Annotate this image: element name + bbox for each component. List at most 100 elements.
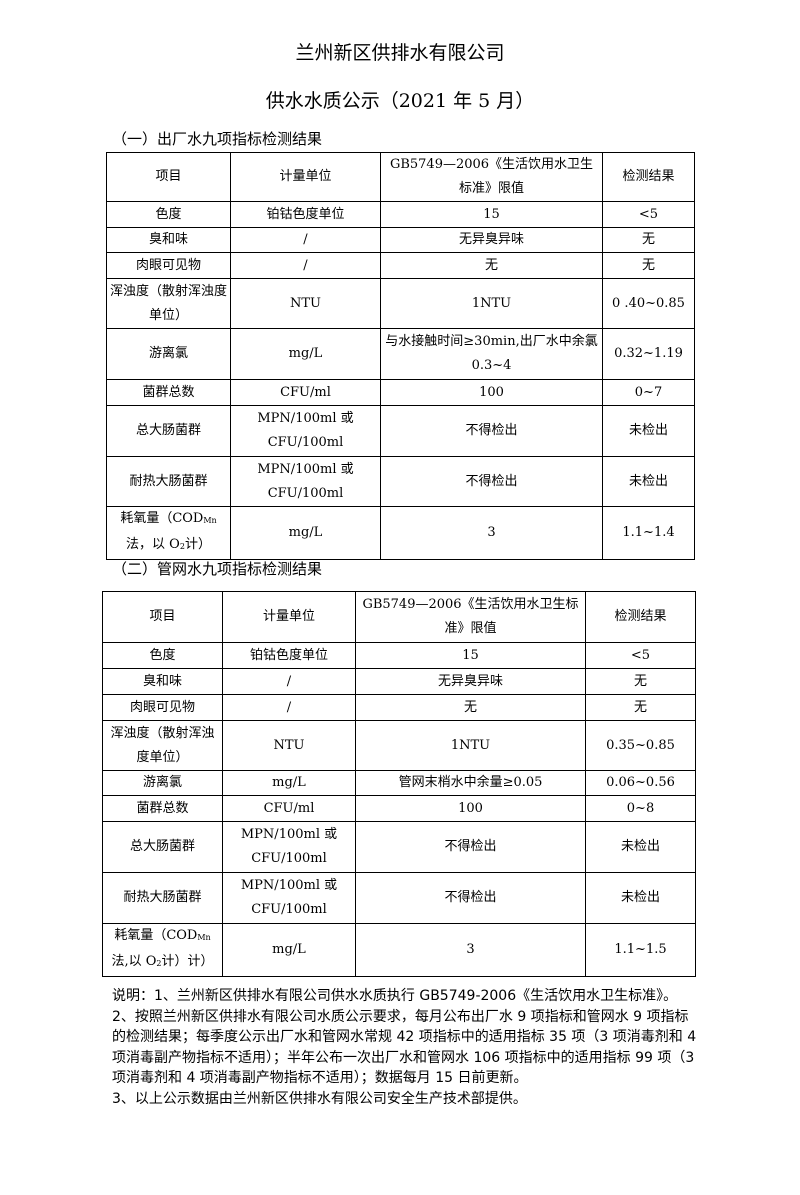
table-cell: 不得检出: [355, 821, 586, 873]
note-2: 2、按照兰州新区供排水有限公司水质公示要求，每月公布出厂水 9 项指标和管网水 …: [112, 1008, 697, 1087]
table-cell: 不得检出: [380, 405, 603, 457]
table-cell: 与水接触时间≥30min,出厂水中余氯 0.3~4: [380, 328, 603, 380]
table-cell: 总大肠菌群: [102, 821, 223, 873]
table-cell: <5: [585, 642, 696, 669]
table-row: 色度 铂钴色度单位 15 <5: [106, 201, 695, 228]
table-cell: 1.1~1.4: [602, 506, 695, 560]
table-row: 耗氧量（CODMn法,以 O2计）计） mg/L 3 1.1~1.5: [102, 923, 696, 977]
table-cell: <5: [602, 201, 695, 228]
column-header: 检测结果: [602, 152, 695, 202]
table-cell: 耐热大肠菌群: [102, 872, 223, 924]
table-cell: 游离氯: [102, 770, 223, 796]
table-cell: 1NTU: [355, 720, 586, 771]
table-cell: 铂钴色度单位: [230, 201, 381, 228]
table-row: 肉眼可见物 / 无无: [102, 694, 696, 721]
column-header: 检测结果: [585, 591, 696, 643]
table-cell: 菌群总数: [102, 795, 223, 822]
table-row: 菌群总数 CFU/ml 100 0~8: [102, 795, 696, 822]
table-cell: 铂钴色度单位: [222, 642, 356, 669]
table-cell: CFU/ml: [230, 379, 381, 406]
table-cell: 耐热大肠菌群: [106, 456, 231, 507]
table-cell: 未检出: [602, 405, 695, 457]
table-cell: MPN/100ml 或 CFU/100ml: [230, 405, 381, 457]
table-cell: NTU: [230, 278, 381, 329]
network-water-table: 项目 计量单位 GB5749—2006《生活饮用水卫生标准》限值 检测结果 色度 铂钴色度…: [102, 591, 696, 977]
table-cell: mg/L: [222, 923, 356, 977]
table-cell: 无: [602, 227, 695, 253]
table-cell: 3: [355, 923, 586, 977]
table-cell: NTU: [222, 720, 356, 771]
table-cell: 管网末梢水中余量≥0.05: [355, 770, 586, 796]
table-cell: 臭和味: [106, 227, 231, 253]
table-cell: MPN/100ml 或 CFU/100ml: [222, 821, 356, 873]
table-cell: 无: [585, 668, 696, 695]
column-header: 计量单位: [222, 591, 356, 643]
table-cell: 0~7: [602, 379, 695, 406]
table-cell: mg/L: [230, 328, 381, 380]
table-cell: mg/L: [230, 506, 381, 560]
table-cell: /: [222, 668, 356, 695]
table-cell: 耗氧量（CODMn法，以 O2计）: [106, 506, 231, 560]
table-row: 游离氯 mg/L 管网末梢水中余量≥0.05 0.06~0.56: [102, 770, 696, 796]
table-cell: 无: [355, 694, 586, 721]
table-cell: 色度: [106, 201, 231, 228]
column-header: GB5749—2006《生活饮用水卫生标准》限值: [380, 152, 603, 202]
document-title: 兰州新区供排水有限公司: [295, 42, 505, 64]
table-cell: 1NTU: [380, 278, 603, 329]
table-cell: 1.1~1.5: [585, 923, 696, 977]
document-subtitle: 供水水质公示（2021 年 5 月）: [265, 90, 535, 112]
table-cell: /: [230, 227, 381, 253]
table-row: 浑浊度（散射浑浊度单位） NTU 1NTU 0.35~0.85: [102, 720, 696, 771]
table-row: 浑浊度（散射浑浊度单位） NTU 1NTU 0 .40~0.85: [106, 278, 695, 329]
table-cell: 肉眼可见物: [106, 252, 231, 279]
table-cell: MPN/100ml 或 CFU/100ml: [222, 872, 356, 924]
table-row: 肉眼可见物 / 无无: [106, 252, 695, 279]
section2-heading: （二）管网水九项指标检测结果: [112, 560, 323, 578]
table-cell: 0~8: [585, 795, 696, 822]
table-cell: 0 .40~0.85: [602, 278, 695, 329]
column-header: GB5749—2006《生活饮用水卫生标准》限值: [355, 591, 586, 643]
table-cell: MPN/100ml 或 CFU/100ml: [230, 456, 381, 507]
table-cell: 总大肠菌群: [106, 405, 231, 457]
table-cell: /: [222, 694, 356, 721]
table-cell: 无异臭异味: [355, 668, 586, 695]
table-cell: 无异臭异味: [380, 227, 603, 253]
table-cell: 15: [380, 201, 603, 228]
table-cell: 不得检出: [380, 456, 603, 507]
table-cell: 0.06~0.56: [585, 770, 696, 796]
notes: 说明：1、兰州新区供排水有限公司供水水质执行 GB5749-2006《生活饮用水…: [112, 986, 702, 1109]
table-cell: 无: [380, 252, 603, 279]
table-row: 总大肠菌群 MPN/100ml 或 CFU/100ml 不得检出 未检出: [106, 405, 695, 457]
table-cell: /: [230, 252, 381, 279]
table-cell: 0.32~1.19: [602, 328, 695, 380]
table-cell: 100: [355, 795, 586, 822]
table-cell: 15: [355, 642, 586, 669]
table-cell: 无: [602, 252, 695, 279]
table-cell: 耗氧量（CODMn法,以 O2计）计）: [102, 923, 223, 977]
table-cell: 臭和味: [102, 668, 223, 695]
note-3: 3、以上公示数据由兰州新区供排水有限公司安全生产技术部提供。: [112, 1090, 527, 1107]
table-row: 臭和味 / 无异臭异味无: [106, 227, 695, 253]
table-cell: 不得检出: [355, 872, 586, 924]
table-cell: 浑浊度（散射浑浊度单位）: [106, 278, 231, 329]
table-cell: 未检出: [602, 456, 695, 507]
table-row: 游离氯 mg/L 与水接触时间≥30min,出厂水中余氯 0.3~4 0.32~1.1…: [106, 328, 695, 380]
table-cell: 浑浊度（散射浑浊度单位）: [102, 720, 223, 771]
table-row: 菌群总数 CFU/ml 100 0~7: [106, 379, 695, 406]
column-header: 计量单位: [230, 152, 381, 202]
table-cell: mg/L: [222, 770, 356, 796]
table-cell: 3: [380, 506, 603, 560]
table-cell: 100: [380, 379, 603, 406]
table-header-row: 项目 计量单位 GB5749—2006《生活饮用水卫生标准》限值 检测结果: [106, 152, 695, 202]
column-header: 项目: [106, 152, 231, 202]
table-cell: 0.35~0.85: [585, 720, 696, 771]
table-row: 耐热大肠菌群 MPN/100ml 或 CFU/100ml 不得检出 未检出: [102, 872, 696, 924]
table-header-row: 项目 计量单位 GB5749—2006《生活饮用水卫生标准》限值 检测结果: [102, 591, 696, 643]
note-1: 说明：1、兰州新区供排水有限公司供水水质执行 GB5749-2006《生活饮用水…: [112, 988, 678, 1004]
section1-heading: （一）出厂水九项指标检测结果: [112, 130, 323, 148]
table-row: 色度 铂钴色度单位 15 <5: [102, 642, 696, 669]
table-cell: 未检出: [585, 821, 696, 873]
factory-water-table: 项目 计量单位 GB5749—2006《生活饮用水卫生标准》限值 检测结果 色度 铂钴色度…: [106, 152, 695, 560]
table-cell: 游离氯: [106, 328, 231, 380]
table-cell: 色度: [102, 642, 223, 669]
